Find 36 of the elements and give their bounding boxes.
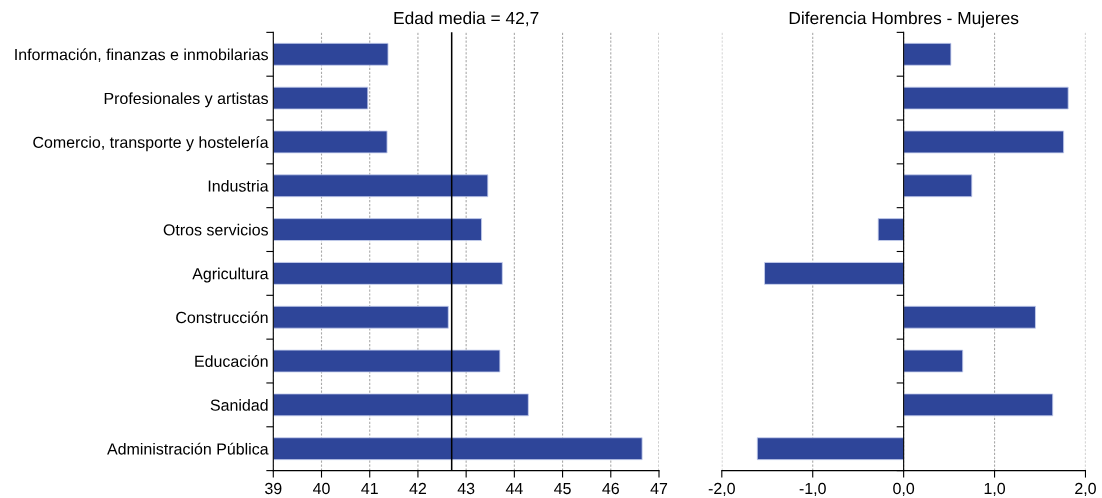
x-tick-label: 47: [650, 483, 668, 494]
y-tick-label: Agricultura: [192, 267, 269, 283]
x-tick-label: -2,0: [708, 482, 735, 497]
x-tick-label: 41: [361, 483, 378, 494]
x-tick-label: 1,0: [984, 482, 1006, 497]
x-tick-label: 46: [602, 482, 619, 495]
y-tick-label: Administración Pública: [107, 442, 269, 455]
bar: [903, 130, 1065, 154]
chart-title: Edad media = 42,7: [394, 11, 539, 27]
y-tick-label: Comercio, transporte y hostelería: [33, 136, 269, 152]
bar: [756, 437, 905, 461]
x-tick-label: -1,0: [799, 482, 826, 497]
y-tick-label: Construcción: [176, 311, 268, 324]
bar: [877, 218, 905, 241]
y-tick-label: Industria: [208, 179, 269, 192]
bar: [764, 262, 905, 285]
x-tick-label: 43: [457, 482, 475, 495]
x-tick-label: 39: [265, 482, 282, 495]
y-tick-label: Información, finanzas e inmobilarias: [15, 48, 269, 63]
bar: [903, 174, 973, 198]
x-tick-label: 40: [312, 482, 330, 495]
x-tick-label: 42: [409, 482, 427, 494]
bar: [903, 349, 964, 373]
x-tick-label: 44: [505, 483, 523, 494]
y-tick-label: Profesionales y artistas: [104, 92, 269, 108]
x-tick-label: 0,0: [893, 482, 915, 497]
bar: [903, 393, 1054, 417]
y-tick-label: Educación: [195, 355, 268, 367]
y-tick-label: Otros servicios: [163, 223, 268, 236]
bar: [903, 86, 1069, 110]
x-tick-label: 2,0: [1075, 482, 1096, 497]
chart-title: Diferencia Hombres - Mujeres: [789, 11, 1019, 28]
x-tick-label: 45: [554, 483, 571, 495]
bar: [903, 305, 1036, 329]
y-tick-label: Sanidad: [210, 399, 268, 411]
bar: [903, 42, 952, 66]
